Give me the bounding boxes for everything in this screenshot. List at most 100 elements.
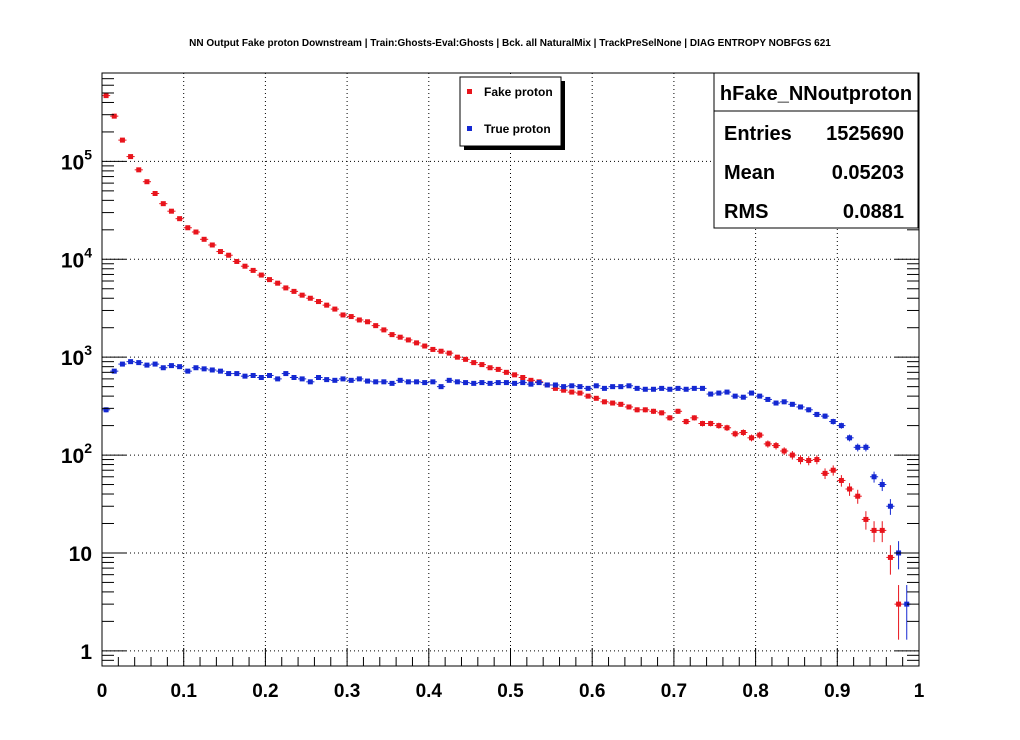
x-tick-labels: 0 0.1 0.2 0.3 0.4 0.5 0.6 0.7 0.8 0.9 1 [97, 681, 925, 702]
x-tick-label: 0.1 [170, 681, 197, 702]
data-point-fake [324, 302, 330, 308]
data-point-fake [699, 421, 705, 427]
data-point-fake [422, 343, 428, 349]
data-point-fake [716, 423, 722, 429]
data-point-fake [708, 421, 714, 427]
data-point-true [732, 393, 738, 399]
legend-label-true: True proton [484, 122, 551, 136]
data-point-fake [348, 314, 354, 320]
data-point-true [593, 383, 599, 389]
data-point-true [765, 396, 771, 402]
data-point-fake [152, 190, 158, 196]
data-point-fake [193, 229, 199, 235]
data-point-fake [454, 354, 460, 360]
data-point-true [438, 384, 444, 390]
data-point-fake [275, 280, 281, 286]
data-point-fake [749, 435, 755, 441]
data-point-true [879, 482, 885, 488]
x-tick-label: 0.3 [334, 681, 360, 702]
data-point-true [569, 383, 575, 389]
data-point-true [708, 391, 714, 397]
stats-title: hFake_NNoutproton [720, 83, 912, 105]
data-point-fake [879, 527, 885, 533]
stats-box: hFake_NNoutproton Entries 1525690 Mean 0… [713, 72, 919, 229]
data-point-true [601, 385, 607, 391]
data-point-fake [871, 527, 877, 533]
data-point-fake [503, 369, 509, 375]
data-point-fake [822, 470, 828, 476]
data-point-fake [136, 167, 142, 173]
data-point-true [356, 376, 362, 382]
x-tick-label: 0.7 [661, 681, 687, 702]
data-point-true [414, 379, 420, 385]
data-point-true [757, 393, 763, 399]
data-point-fake [528, 377, 534, 383]
data-point-true [871, 474, 877, 480]
data-point-true [348, 377, 354, 383]
data-point-true [855, 444, 861, 450]
data-point-true [561, 384, 567, 390]
stats-rms-label: RMS [724, 201, 768, 223]
data-point-fake [650, 408, 656, 414]
data-point-fake [855, 493, 861, 499]
stats-entries-value: 1525690 [826, 123, 904, 145]
y-tick-label: 10 [69, 543, 92, 566]
legend-marker-true [467, 126, 472, 131]
data-point-true [536, 380, 542, 386]
data-point-fake [144, 179, 150, 185]
data-point-true [160, 365, 166, 371]
data-point-fake [381, 327, 387, 333]
data-point-true [422, 380, 428, 386]
data-point-true [119, 361, 125, 367]
data-point-true [847, 435, 853, 441]
data-point-true [201, 366, 207, 372]
data-point-true [266, 372, 272, 378]
legend-label-fake: Fake proton [484, 85, 553, 99]
data-point-true [822, 413, 828, 419]
data-point-true [724, 389, 730, 395]
data-point-fake [201, 236, 207, 242]
data-point-fake [430, 346, 436, 352]
data-point-true [675, 385, 681, 391]
data-point-true [389, 380, 395, 386]
data-point-true [544, 382, 550, 388]
data-point-fake [896, 601, 902, 607]
data-point-true [642, 386, 648, 392]
y-tick-label: 1 [80, 641, 92, 664]
x-tick-label: 0.5 [497, 681, 524, 702]
data-point-fake [626, 404, 632, 410]
data-point-fake [610, 400, 616, 406]
data-point-true [495, 380, 501, 386]
data-point-true [528, 381, 534, 387]
data-point-fake [103, 93, 109, 99]
data-point-fake [847, 486, 853, 492]
data-point-true [798, 404, 804, 410]
y-tick-label: 104 [61, 244, 92, 272]
data-point-fake [601, 399, 607, 405]
data-point-fake [724, 425, 730, 431]
data-point-fake [593, 395, 599, 401]
data-point-fake [365, 319, 371, 325]
data-point-fake [283, 285, 289, 291]
y-tick-label: 105 [61, 146, 92, 174]
data-point-true [454, 379, 460, 385]
data-point-true [185, 368, 191, 374]
data-point-fake [781, 448, 787, 454]
x-tick-label: 0.8 [742, 681, 768, 702]
data-point-fake [691, 415, 697, 421]
data-point-true [577, 384, 583, 390]
data-point-fake [618, 401, 624, 407]
stats-entries-label: Entries [724, 123, 792, 145]
data-point-true [830, 419, 836, 425]
data-point-fake [838, 477, 844, 483]
data-point-fake [814, 457, 820, 463]
data-point-true [749, 390, 755, 396]
x-tick-label: 0.2 [252, 681, 278, 702]
data-point-fake [789, 452, 795, 458]
data-point-fake [561, 387, 567, 393]
data-point-fake [258, 272, 264, 278]
data-point-true [250, 372, 256, 378]
axis-ticks [101, 72, 920, 667]
data-point-true [781, 399, 787, 405]
data-point-fake [634, 407, 640, 413]
